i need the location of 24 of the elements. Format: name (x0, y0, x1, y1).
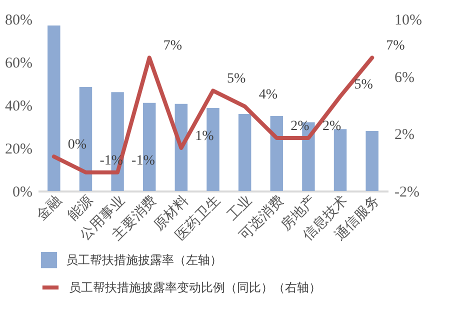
bar (270, 116, 283, 191)
bar (334, 129, 347, 191)
legend-label: 员工帮扶措施披露率变动比例（同比）（右轴） (69, 280, 321, 294)
data-label: 4% (258, 87, 278, 102)
x-tick-label: 金融 (33, 192, 65, 224)
data-label: 5% (227, 72, 246, 87)
y-tick-label: 0% (12, 184, 32, 200)
data-label: 2% (322, 118, 342, 134)
data-label: 7% (163, 38, 182, 54)
y-tick-label: 40% (5, 98, 32, 114)
data-label: 5% (354, 77, 374, 92)
y-tick-label: 60% (5, 56, 32, 72)
legend-label: 员工帮扶措施披露率（左轴） (66, 253, 222, 267)
line-series (52, 56, 374, 174)
y2-tick-label: 6% (394, 70, 414, 86)
y-tick-label: 20% (5, 142, 32, 158)
data-label: 7% (386, 38, 406, 54)
bar (366, 131, 378, 191)
y2-tick-label: 10% (394, 12, 422, 28)
y-tick-label: 80% (5, 12, 32, 28)
y2-tick-label: -2% (394, 184, 420, 200)
bar (48, 25, 60, 191)
y2-tick-label: 2% (394, 127, 414, 144)
bar (238, 114, 252, 191)
